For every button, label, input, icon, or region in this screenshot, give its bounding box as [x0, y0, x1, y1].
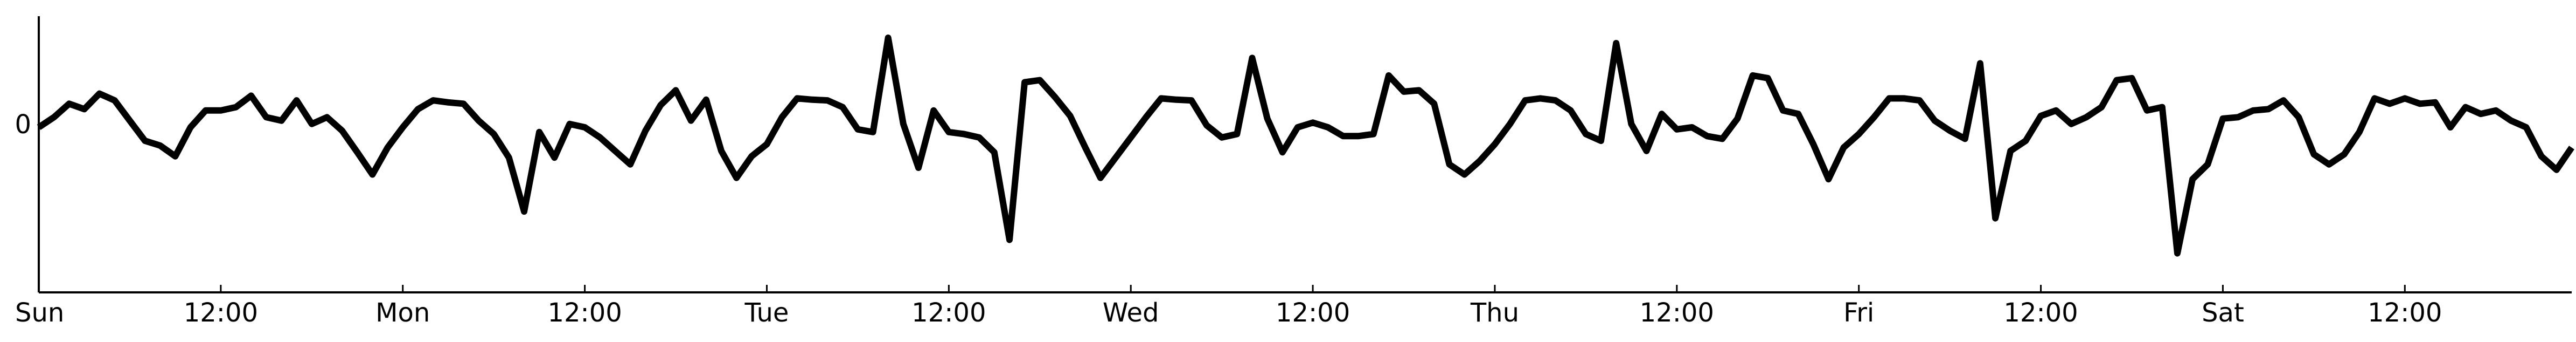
- x-tick-label: 12:00: [1276, 298, 1350, 328]
- x-tick-label: Wed: [1103, 298, 1159, 328]
- x-tick-label: Tue: [744, 298, 789, 328]
- x-tick-label: 12:00: [2368, 298, 2442, 328]
- x-tick-label: 12:00: [2003, 298, 2078, 328]
- ticks: Sun 12:00 Mon 12:00 Tue 12:00 Wed 12:00 Thu 12:00…: [15, 110, 2442, 328]
- series-line: [37, 35, 2574, 257]
- x-tick-label: 12:00: [1640, 298, 1714, 328]
- x-tick-label: Fri: [1843, 298, 1874, 328]
- x-tick-label: Mon: [375, 298, 430, 328]
- x-tick-label: 12:00: [911, 298, 986, 328]
- x-tick-label: 12:00: [547, 298, 622, 328]
- x-tick-label: Sun: [15, 298, 64, 328]
- y-tick-label: 0: [15, 110, 31, 140]
- series-group: [37, 35, 2574, 257]
- x-tick-label: 12:00: [184, 298, 258, 328]
- x-tick-label: Thu: [1470, 298, 1519, 328]
- x-tick-label: Sat: [2202, 298, 2244, 328]
- axes: [38, 16, 2572, 293]
